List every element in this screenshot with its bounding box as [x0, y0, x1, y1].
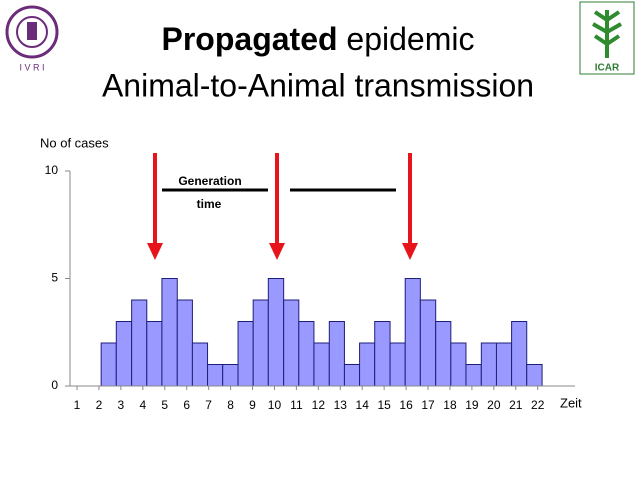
title-bold: Propagated	[162, 21, 338, 57]
bar	[313, 342, 330, 387]
arrows	[147, 153, 418, 260]
bar	[359, 342, 376, 387]
x-tick-label: 1	[74, 398, 81, 412]
bar	[374, 321, 391, 387]
x-tick-label: 2	[96, 398, 103, 412]
x-tick-label: 11	[290, 398, 303, 412]
bar	[298, 321, 315, 387]
x-tick-label: 18	[443, 398, 457, 412]
bar	[207, 364, 224, 387]
x-tick-label: 6	[183, 398, 190, 412]
x-tick-label: 20	[487, 398, 501, 412]
x-tick-label: 4	[139, 398, 146, 412]
bar	[131, 299, 148, 387]
x-tick-label: 5	[161, 398, 168, 412]
x-tick-label: 8	[227, 398, 234, 412]
x-tick-label: 22	[531, 398, 545, 412]
x-tick-label: 16	[399, 398, 413, 412]
bar	[100, 342, 117, 387]
x-tick-label: 19	[465, 398, 479, 412]
bar	[343, 364, 361, 387]
bar	[237, 321, 254, 387]
x-tick-label: 10	[268, 398, 282, 412]
bar	[161, 278, 178, 387]
x-tick-label: 15	[377, 398, 391, 412]
bar	[511, 321, 528, 387]
bar	[480, 342, 497, 387]
x-tick-label: 13	[334, 398, 348, 412]
logo-text: I V R I	[19, 62, 44, 72]
x-tick-label: 3	[118, 398, 125, 412]
bar	[450, 342, 467, 387]
bar	[191, 342, 209, 387]
bar	[435, 321, 452, 387]
x-tick-label: 17	[421, 398, 435, 412]
logo-text: ICAR	[595, 63, 620, 74]
title: Propagated epidemic	[162, 21, 475, 57]
annotation: Generation	[178, 174, 241, 188]
ivri-logo: I V R I	[5, 5, 59, 72]
bar	[146, 321, 163, 387]
bar	[115, 321, 133, 387]
bar	[465, 364, 482, 387]
bar	[419, 299, 437, 387]
y-tick-label: 10	[45, 163, 59, 177]
x-tick-label: 7	[205, 398, 212, 412]
bar	[267, 278, 285, 387]
x-axis-label: Zeit	[560, 395, 582, 410]
annotation: time	[197, 197, 222, 211]
y-axis-label: No of cases	[40, 135, 109, 150]
bar	[495, 342, 513, 387]
x-tick-label: 14	[356, 398, 370, 412]
bar	[252, 299, 269, 387]
x-tick-label: 12	[312, 398, 326, 412]
bar	[389, 342, 406, 387]
y-tick-label: 5	[51, 271, 58, 285]
subtitle: Animal-to-Animal transmission	[102, 67, 534, 103]
y-tick-label: 0	[51, 378, 58, 392]
bar	[176, 299, 193, 387]
x-tick-label: 9	[249, 398, 256, 412]
bar	[404, 278, 421, 387]
icar-logo: ICAR	[579, 1, 635, 75]
title-rest: epidemic	[338, 21, 475, 57]
x-tick-label: 21	[509, 398, 523, 412]
bar	[283, 299, 300, 387]
bar	[526, 364, 543, 387]
bar	[222, 364, 239, 387]
bar	[328, 321, 345, 387]
